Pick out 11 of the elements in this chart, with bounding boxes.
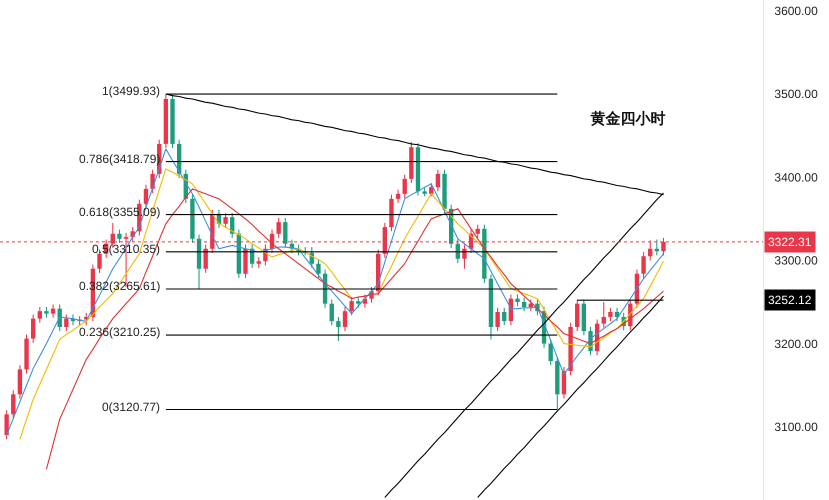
y-tick-label: 3100.00 bbox=[774, 420, 818, 434]
y-tick-label: 3500.00 bbox=[774, 87, 818, 102]
ref-line-label: 3322.31 bbox=[768, 235, 812, 249]
series-label: 1(3499.93) bbox=[102, 84, 160, 98]
y-tick-label: 3600.00 bbox=[774, 4, 818, 18]
series-label: 0(3120.77) bbox=[102, 400, 160, 414]
y-tick-label: 3300.00 bbox=[774, 254, 818, 268]
y-tick-label: 3400.00 bbox=[774, 170, 818, 184]
text: 黄金四小时 bbox=[589, 110, 666, 128]
y-tick-label: 3200.00 bbox=[774, 336, 818, 351]
text: 3252.12 bbox=[768, 293, 812, 307]
